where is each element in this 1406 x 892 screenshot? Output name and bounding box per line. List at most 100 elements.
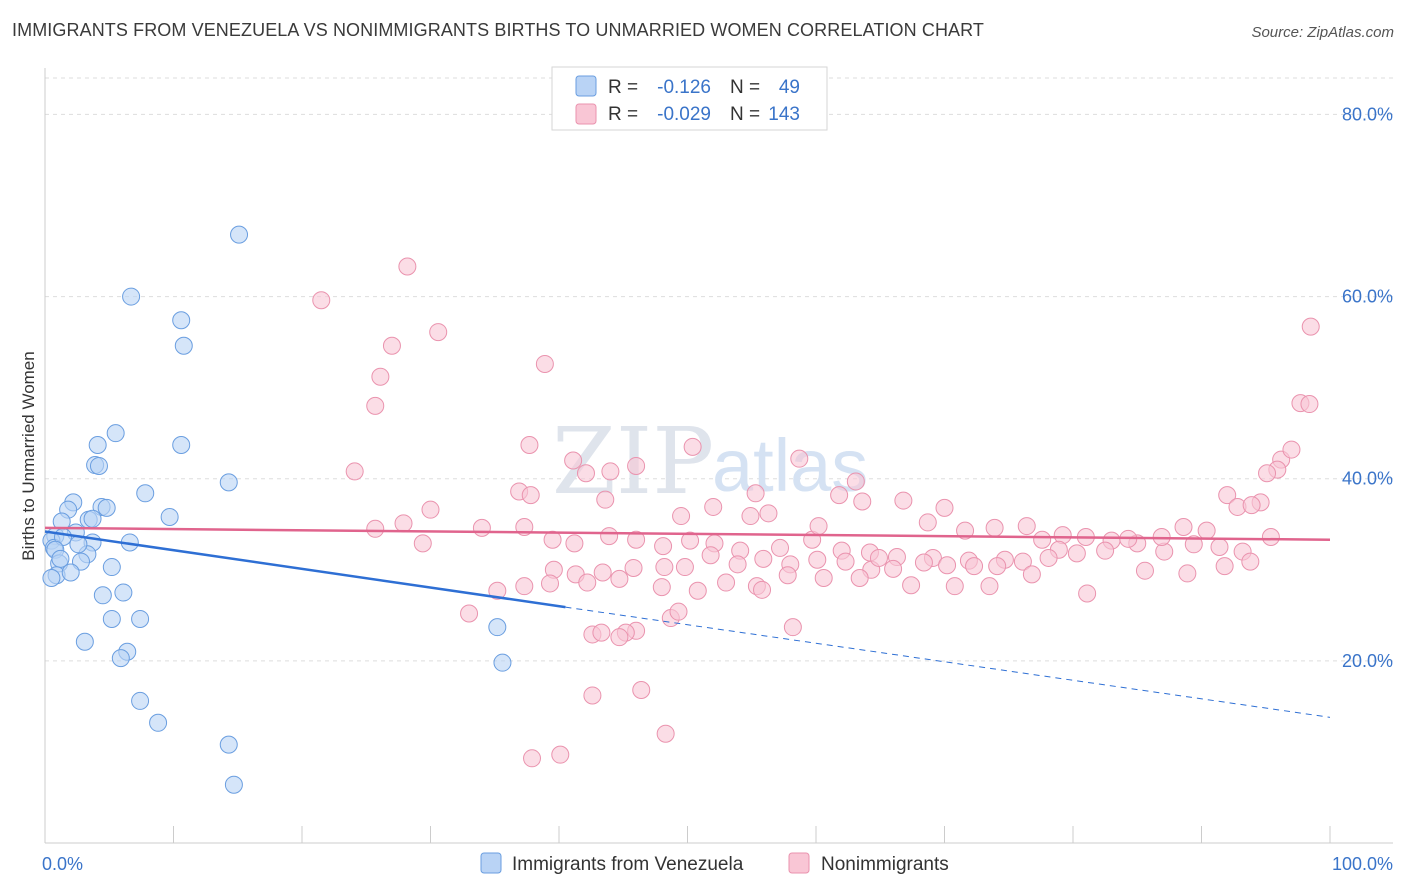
nonimmigrants-point xyxy=(759,504,778,523)
nonimmigrants-point xyxy=(632,681,651,699)
nonimmigrants-point xyxy=(564,451,583,470)
nonimmigrants-point xyxy=(846,472,865,491)
nonimmigrants-point xyxy=(836,552,855,571)
nonimmigrants-point xyxy=(688,581,707,600)
venezuela-point xyxy=(61,563,80,582)
venezuela-point xyxy=(493,653,512,672)
nonimmigrants-point xyxy=(704,497,723,516)
correlation-legend: R = -0.126 N = 49 R = -0.029 N = 143 xyxy=(551,66,828,131)
legend-r-label: R = xyxy=(608,104,638,125)
nonimmigrants-point xyxy=(980,577,999,596)
nonimmigrants-point xyxy=(1017,517,1036,536)
nonimmigrants-point xyxy=(869,548,888,567)
series-label-venezuela: Immigrants from Venezuela xyxy=(512,854,744,875)
nonimmigrants-point xyxy=(488,581,507,600)
nonimmigrants-point xyxy=(935,498,954,517)
nonimmigrants-point xyxy=(672,507,691,526)
y-tick-label: 80.0% xyxy=(1342,104,1393,124)
nonimmigrants-point xyxy=(610,569,629,588)
source-label: Source: ZipAtlas.com xyxy=(1251,24,1394,41)
venezuela-trend-line xyxy=(44,530,566,609)
nonimmigrants-point xyxy=(460,604,479,623)
nonimmigrants-point xyxy=(701,546,720,565)
nonimmigrants-point xyxy=(366,396,385,415)
nonimmigrants-point xyxy=(593,563,612,582)
series-legend: Immigrants from Venezuela Nonimmigrants xyxy=(480,852,949,875)
venezuela-point xyxy=(89,456,108,475)
venezuela-point xyxy=(172,436,191,455)
legend-n-value: 49 xyxy=(779,77,800,98)
x-tick-label: 0.0% xyxy=(42,854,83,874)
nonimmigrants-point xyxy=(565,534,584,553)
nonimmigrants-point xyxy=(809,517,828,536)
venezuela-point xyxy=(97,498,116,517)
nonimmigrants-point xyxy=(576,464,595,483)
legend-swatch-nonimmigrants xyxy=(575,103,597,125)
venezuela-point xyxy=(131,609,150,628)
nonimmigrants-point xyxy=(717,573,736,592)
nonimmigrants-point xyxy=(429,323,448,342)
legend-box xyxy=(551,66,828,131)
nonimmigrants-point xyxy=(1282,440,1301,459)
nonimmigrants-point xyxy=(1242,496,1261,515)
nonimmigrants-point xyxy=(945,577,964,596)
y-tick-label: 20.0% xyxy=(1342,651,1393,671)
nonimmigrants-point xyxy=(746,484,765,503)
nonimmigrants-point xyxy=(627,456,646,475)
venezuela-point xyxy=(219,735,238,754)
nonimmigrants-point xyxy=(1218,486,1237,505)
legend-n-label: N = xyxy=(730,77,760,98)
nonimmigrants-point xyxy=(521,486,540,505)
venezuela-point xyxy=(75,632,94,651)
y-tick-label: 60.0% xyxy=(1342,287,1393,307)
venezuela-point xyxy=(172,311,191,330)
nonimmigrants-point xyxy=(312,291,331,310)
nonimmigrants-point xyxy=(681,531,700,550)
nonimmigrants-point xyxy=(771,538,790,557)
nonimmigrants-point xyxy=(1215,557,1234,576)
nonimmigrants-point xyxy=(902,576,921,595)
nonimmigrants-point xyxy=(741,507,760,526)
venezuela-point xyxy=(131,691,150,710)
nonimmigrants-point xyxy=(592,623,611,642)
nonimmigrants-point xyxy=(918,513,937,532)
series-swatch-venezuela xyxy=(480,852,502,874)
venezuela-point xyxy=(93,586,112,605)
nonimmigrants-point xyxy=(655,558,674,577)
venezuela-point xyxy=(219,473,238,492)
legend-swatch-venezuela xyxy=(575,75,597,97)
venezuela-point xyxy=(488,618,507,637)
venezuela-point xyxy=(149,713,168,732)
nonimmigrants-point xyxy=(583,686,602,705)
nonimmigrants-point xyxy=(1197,521,1216,540)
nonimmigrants-point xyxy=(515,577,534,596)
nonimmigrants-point xyxy=(1301,317,1320,336)
series-label-nonimmigrants: Nonimmigrants xyxy=(821,854,949,875)
nonimmigrants-point xyxy=(601,462,620,481)
legend-r-value: -0.029 xyxy=(657,104,711,125)
venezuela-points xyxy=(42,225,512,794)
nonimmigrants-point xyxy=(853,492,872,511)
venezuela-point xyxy=(122,287,141,306)
venezuela-point xyxy=(42,568,61,587)
nonimmigrants-point xyxy=(523,749,542,768)
nonimmigrants-point xyxy=(1184,535,1203,554)
nonimmigrants-point xyxy=(535,354,554,373)
nonimmigrants-point xyxy=(1096,541,1115,560)
nonimmigrants-point xyxy=(366,519,385,538)
nonimmigrants-point xyxy=(894,491,913,510)
nonimmigrants-point xyxy=(850,568,869,587)
nonimmigrants-trend-line xyxy=(44,526,1331,541)
trend-lines xyxy=(44,526,1331,718)
nonimmigrants-point xyxy=(956,521,975,540)
nonimmigrants-point xyxy=(520,436,539,455)
nonimmigrants-point xyxy=(1013,552,1032,571)
venezuela-point xyxy=(102,609,121,628)
y-axis-title: Births to Unmarried Women xyxy=(19,351,38,560)
nonimmigrants-point xyxy=(627,530,646,549)
legend-r-label: R = xyxy=(608,77,638,98)
venezuela-point xyxy=(230,225,249,244)
nonimmigrants-point xyxy=(683,437,702,456)
nonimmigrants-point xyxy=(1241,552,1260,571)
nonimmigrants-point xyxy=(413,534,432,553)
